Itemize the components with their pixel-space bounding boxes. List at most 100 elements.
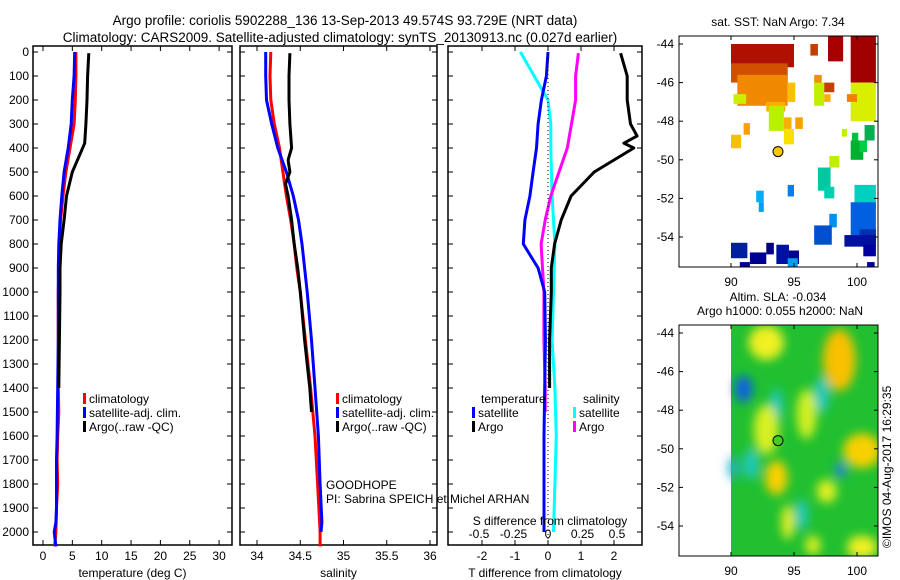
depth-tick-label: 200 bbox=[9, 93, 29, 107]
lon-tick-label: 95 bbox=[787, 275, 801, 289]
x-tick-label: 34.5 bbox=[289, 549, 313, 563]
depth-tick-label: 1100 bbox=[3, 309, 29, 323]
legend-swatch bbox=[573, 421, 576, 432]
s-axis-label: S difference from climatology bbox=[473, 514, 628, 528]
legend-label: Argo(..raw -QC) bbox=[89, 420, 174, 434]
sst-cell bbox=[758, 202, 764, 212]
sst-cell bbox=[739, 262, 750, 267]
x-tick-label: 5 bbox=[69, 549, 76, 563]
lat-tick-label: -50 bbox=[657, 442, 675, 456]
s-tick-label: 0.5 bbox=[609, 527, 626, 541]
lon-tick-label: 100 bbox=[847, 564, 867, 578]
legend-swatch bbox=[83, 393, 86, 404]
sst-cell bbox=[731, 134, 742, 149]
depth-tick-label: 900 bbox=[9, 261, 29, 275]
depth-tick-label: 300 bbox=[9, 117, 29, 131]
series-line-climatology bbox=[268, 51, 322, 547]
sla-anomaly bbox=[734, 375, 753, 403]
series-line-satellite-adj-clim- bbox=[264, 52, 324, 533]
lat-tick-label: -48 bbox=[657, 114, 675, 128]
depth-tick-label: 0 bbox=[22, 45, 29, 59]
sst-cell bbox=[768, 105, 784, 131]
figure-title-line2: Climatology: CARS2009. Satellite-adjuste… bbox=[63, 30, 618, 45]
lat-tick-label: -54 bbox=[657, 230, 675, 244]
legend-label: Argo(..raw -QC) bbox=[342, 420, 427, 434]
sst-cell bbox=[814, 74, 822, 85]
depth-tick-label: 100 bbox=[9, 69, 29, 83]
depth-tick-label: 1400 bbox=[2, 381, 29, 395]
x-tick-label: 20 bbox=[154, 549, 168, 563]
legend-label: satellite-adj. clim. bbox=[89, 406, 181, 420]
legend-swatch bbox=[336, 393, 339, 404]
sst-cell bbox=[846, 94, 857, 102]
series-line-t-argo bbox=[548, 52, 639, 388]
lat-tick-label: -54 bbox=[657, 519, 675, 533]
depth-tick-label: 1700 bbox=[2, 453, 29, 467]
sst-cell bbox=[787, 184, 794, 197]
s-tick-label: -0.25 bbox=[500, 527, 528, 541]
sst-cell bbox=[787, 55, 794, 68]
lon-tick-label: 90 bbox=[724, 564, 738, 578]
x-tick-label: 1 bbox=[578, 549, 585, 563]
sst-cell bbox=[851, 132, 859, 145]
legend-swatch bbox=[573, 407, 576, 418]
sst-cell bbox=[864, 125, 875, 141]
plot-frame bbox=[32, 45, 233, 546]
depth-tick-label: 1600 bbox=[2, 429, 29, 443]
sst-cell bbox=[841, 128, 847, 137]
x-axis-label: temperature (deg C) bbox=[78, 566, 186, 580]
sst-cell bbox=[824, 94, 831, 102]
sst-cell bbox=[867, 262, 875, 267]
legend-label: climatology bbox=[89, 392, 149, 406]
x-tick-label: 10 bbox=[95, 549, 109, 563]
project-label: GOODHOPE bbox=[326, 478, 397, 492]
sst-cell bbox=[749, 252, 767, 265]
x-tick-label: 35.5 bbox=[375, 549, 399, 563]
sst-cell bbox=[850, 36, 876, 83]
x-tick-label: 15 bbox=[124, 549, 138, 563]
lat-tick-label: -50 bbox=[657, 153, 675, 167]
depth-tick-label: 1300 bbox=[2, 357, 29, 371]
sst-cell bbox=[756, 190, 764, 203]
sla-anomaly bbox=[822, 329, 856, 391]
sla-anomaly bbox=[795, 498, 808, 530]
panel-sla-map: 90 95 100 -44 -46 -48 -50 -52 -54 Altim. SLA: -0.… bbox=[657, 290, 879, 578]
sst-cell bbox=[814, 82, 825, 106]
sst-cell bbox=[787, 82, 796, 102]
x-tick-label: 30 bbox=[212, 549, 226, 563]
sst-cell bbox=[829, 155, 840, 168]
imos-timestamp: ©IMOS 04-Aug-2017 16:29:35 bbox=[880, 385, 894, 548]
sla-anomaly bbox=[843, 433, 878, 469]
x-tick-label: 35 bbox=[337, 549, 351, 563]
legend-swatch bbox=[472, 407, 475, 418]
sst-cell bbox=[824, 82, 835, 93]
lat-tick-label: -52 bbox=[657, 480, 675, 494]
x-tick-label: -2 bbox=[477, 549, 488, 563]
sla-anomaly bbox=[748, 325, 784, 361]
sst-cell bbox=[766, 242, 774, 255]
sst-cell bbox=[863, 244, 876, 257]
lat-tick-label: -46 bbox=[657, 76, 675, 90]
sst-cell bbox=[824, 186, 835, 199]
depth-tick-label: 1200 bbox=[2, 333, 29, 347]
sla-anomaly bbox=[814, 377, 830, 413]
s-tick-label: 0.25 bbox=[571, 527, 595, 541]
series-line-satellite-adj-clim- bbox=[52, 51, 77, 547]
series-line-t-satellite bbox=[521, 51, 550, 532]
sla-anomaly bbox=[781, 504, 794, 540]
sst-cell bbox=[828, 36, 844, 62]
legend-swatch bbox=[83, 421, 86, 432]
x-tick-label: -1 bbox=[510, 549, 521, 563]
legend-label: satellite bbox=[478, 406, 519, 420]
map-area bbox=[728, 325, 878, 556]
sst-cell bbox=[810, 44, 818, 56]
sla-anomaly bbox=[816, 479, 837, 503]
plot-frame bbox=[447, 45, 643, 546]
sla-anomaly bbox=[743, 448, 759, 480]
x-tick-label: 34 bbox=[250, 549, 264, 563]
series-line-s-argo bbox=[539, 53, 580, 412]
s-tick-label: 0 bbox=[545, 527, 552, 541]
sla-anomaly bbox=[805, 535, 821, 555]
x-axis-label: T difference from climatology bbox=[468, 566, 622, 580]
plot-frame bbox=[239, 45, 438, 546]
